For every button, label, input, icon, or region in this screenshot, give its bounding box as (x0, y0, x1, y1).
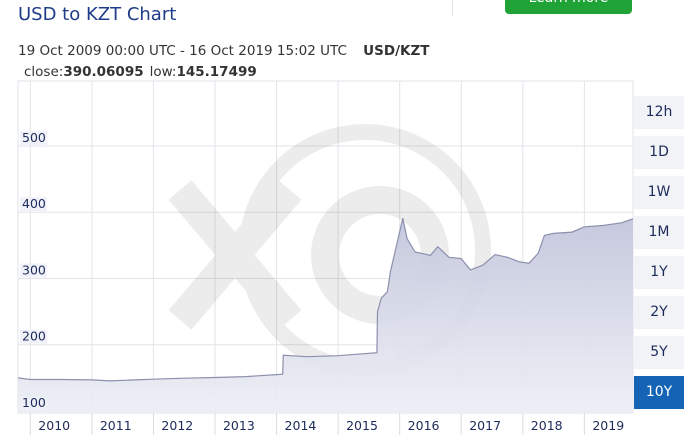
x-tick-label: 2011 (100, 418, 132, 433)
timeframe-button[interactable]: 1W (634, 176, 684, 209)
y-tick-label-bg (20, 197, 47, 212)
chart-info: 19 Oct 2009 00:00 UTC - 16 Oct 2019 15:0… (18, 41, 638, 104)
x-tick-label: 2014 (285, 418, 317, 433)
x-tick-label: 2017 (469, 418, 501, 433)
x-tick-label: 2012 (161, 418, 193, 433)
stat-label: low: (149, 64, 177, 80)
stat: low:145.17499 (150, 64, 257, 80)
x-tick-label: 2019 (592, 418, 624, 433)
y-tick-label-bg (20, 263, 47, 278)
stat: close:390.06095 (24, 64, 144, 80)
timeframe-button[interactable]: 10Y (634, 376, 684, 409)
x-tick-label: 2016 (408, 418, 440, 433)
divider (452, 0, 453, 16)
date-range: 19 Oct 2009 00:00 UTC - 16 Oct 2019 15:0… (18, 43, 347, 59)
page-title: USD to KZT Chart (18, 4, 177, 25)
timeframe-button[interactable]: 12h (634, 96, 684, 129)
timeframe-button[interactable]: 1Y (634, 256, 684, 289)
timeframe-button[interactable]: 1D (634, 136, 684, 169)
currency-pair: USD/KZT (363, 43, 430, 59)
timeframe-button[interactable]: 2Y (634, 296, 684, 329)
timeframe-button[interactable]: 1M (634, 216, 684, 249)
y-tick-label: 200 (22, 329, 46, 344)
learn-more-button[interactable]: Learn more (505, 0, 632, 14)
y-tick-label: 100 (22, 395, 46, 410)
y-tick-label: 500 (22, 130, 46, 145)
y-tick-label: 300 (22, 262, 46, 277)
y-tick-label-bg (20, 396, 47, 411)
x-tick-label: 2018 (531, 418, 563, 433)
x-tick-label: 2010 (38, 418, 70, 433)
x-tick-label: 2013 (223, 418, 255, 433)
line (17, 218, 634, 382)
y-tick-label-bg (20, 130, 47, 145)
y-tick-label-bg (20, 329, 47, 344)
stat-value: 145.17499 (176, 64, 257, 80)
stat-value: 390.06095 (63, 64, 144, 80)
stat-label: close: (24, 64, 64, 80)
timeframe-button[interactable]: 5Y (634, 336, 684, 369)
x-tick-label: 2015 (346, 418, 378, 433)
y-tick-label: 400 (22, 196, 46, 211)
